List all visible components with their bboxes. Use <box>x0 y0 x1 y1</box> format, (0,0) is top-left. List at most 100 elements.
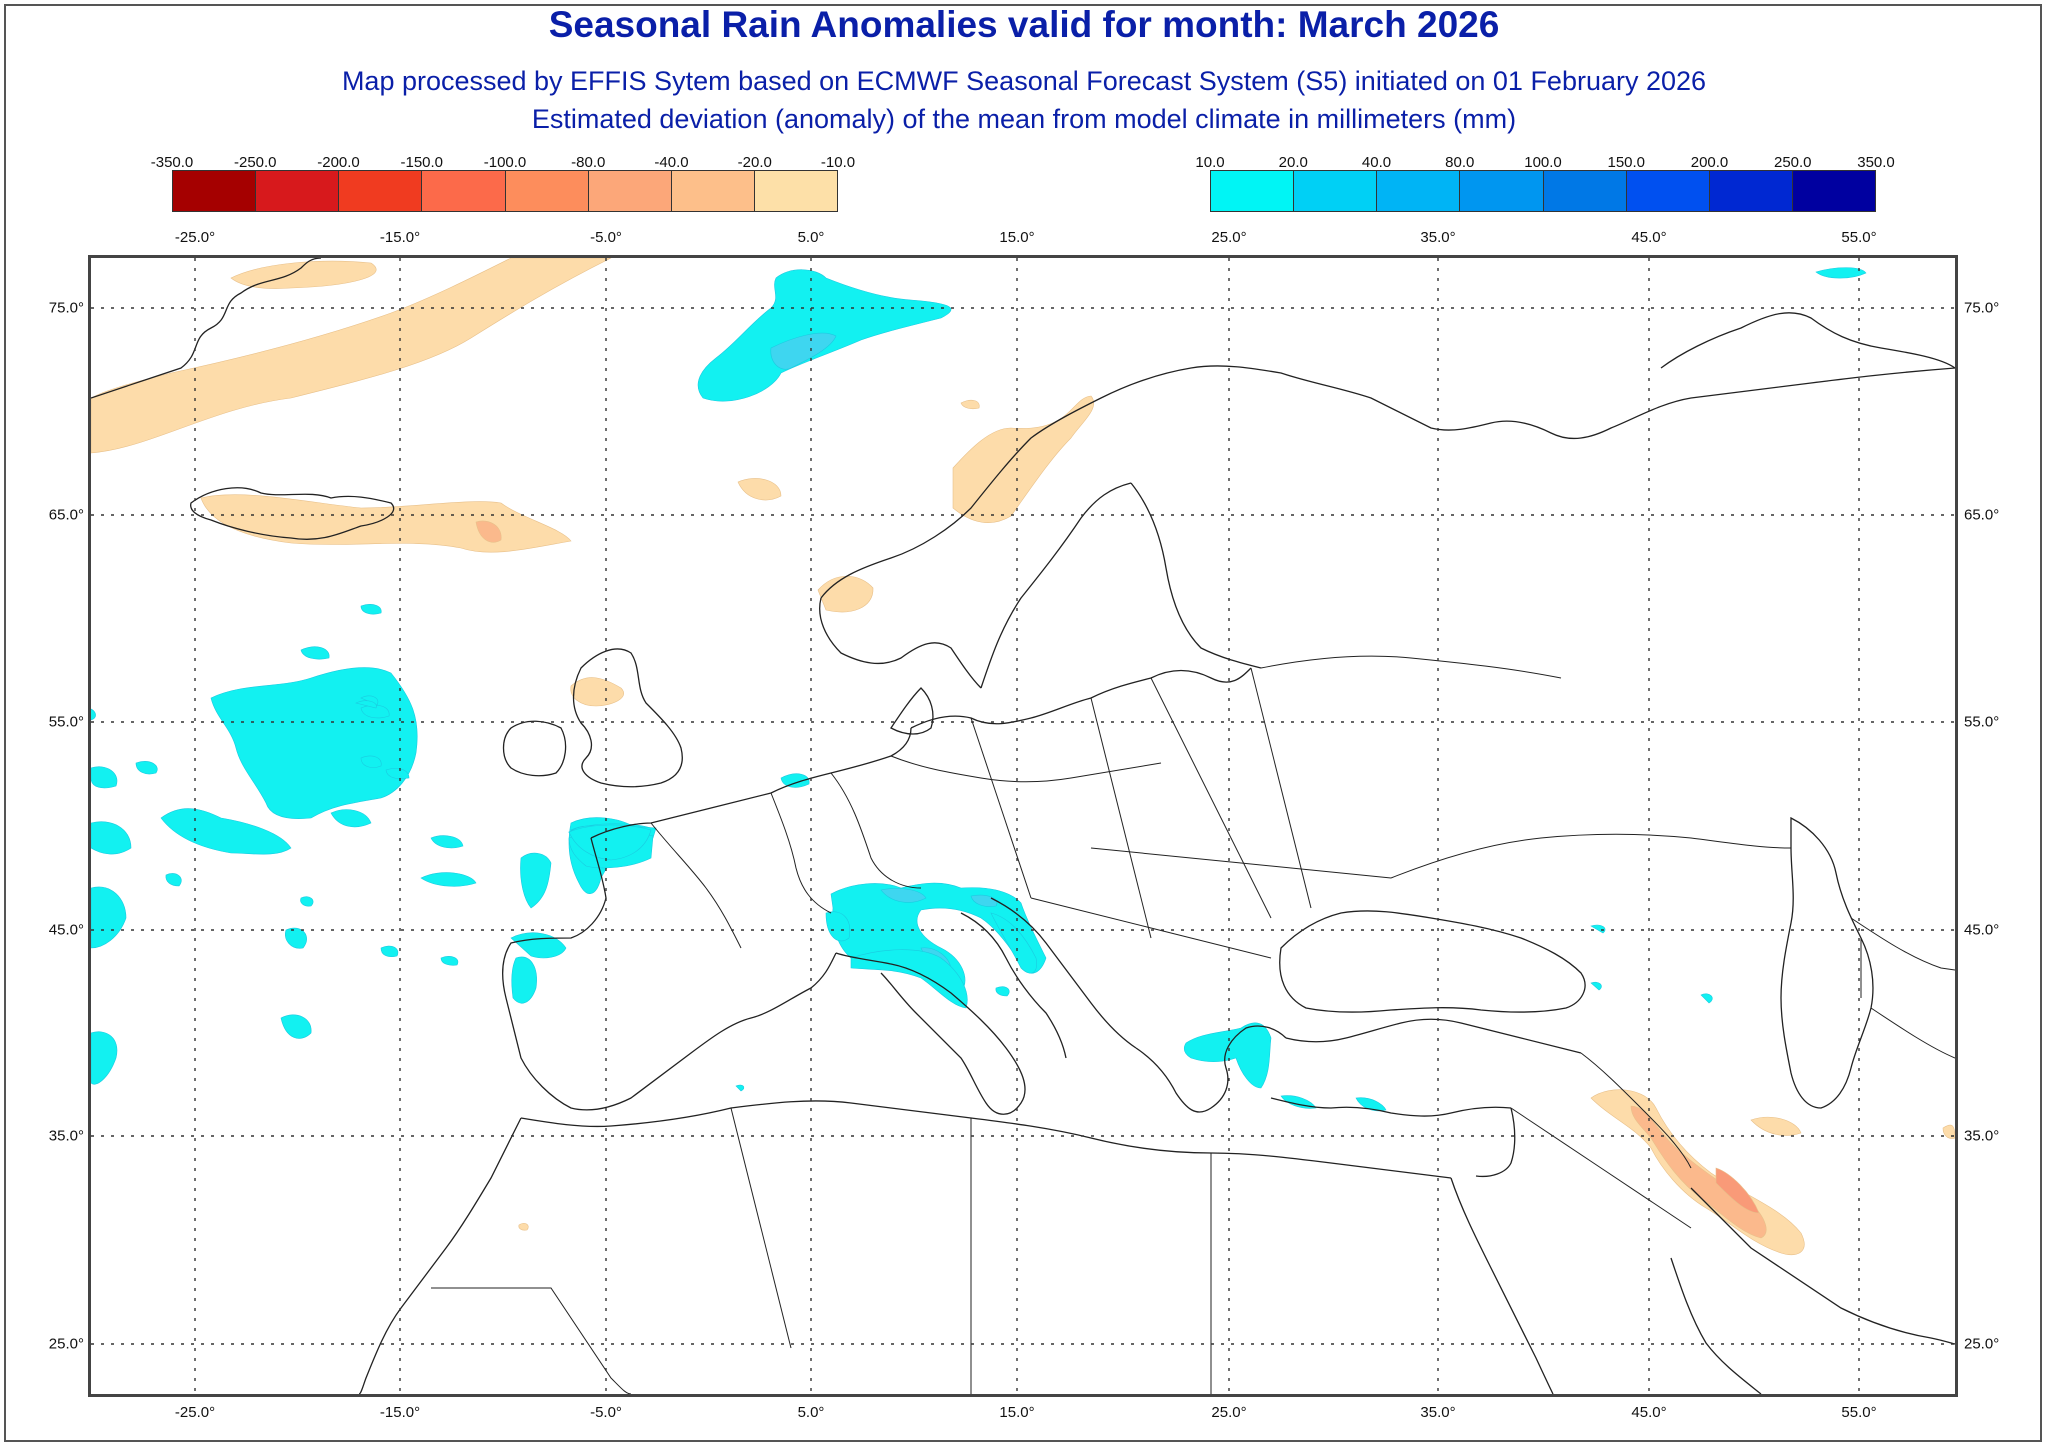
italy-east-coast <box>960 912 1067 1059</box>
scandinavia-coast <box>820 365 1955 599</box>
longitude-label: 15.0° <box>999 1404 1035 1421</box>
iraq-dry-core <box>1630 1105 1767 1239</box>
atlantic-wet-west-4 <box>135 761 158 775</box>
latitude-label: 25.0° <box>48 1335 84 1353</box>
longitude-label: 5.0° <box>797 1404 825 1421</box>
legend-negative-colorbar <box>172 170 838 212</box>
longitude-label: -25.0° <box>174 1404 216 1421</box>
legend-negative-label: -250.0 <box>233 154 277 171</box>
map-subtitle-units: Estimated deviation (anomaly) of the mea… <box>531 104 1517 134</box>
border-10 <box>1090 847 1392 879</box>
italy-coast <box>835 952 1026 1115</box>
atlantic-wet-blob-1 <box>330 809 372 828</box>
legend-positive-colorbar <box>1210 170 1876 212</box>
anatolia-wet-dot <box>1590 981 1602 991</box>
legend-negative-swatch <box>422 171 506 211</box>
longitude-label: 45.0° <box>1631 1404 1667 1421</box>
atlantic-wet-sw <box>280 1014 312 1039</box>
black-sea-coast <box>1279 910 1586 1013</box>
legend-negative-label: -40.0 <box>654 154 689 171</box>
portugal-wet <box>511 956 537 1004</box>
longitude-label: -15.0° <box>379 1404 421 1421</box>
legend-negative-label: -100.0 <box>483 154 527 171</box>
border-11 <box>1030 897 1272 959</box>
longitude-label: 55.0° <box>1841 1404 1877 1421</box>
atlantic-wet-blob-6 <box>91 708 96 721</box>
latitude-label: 55.0° <box>48 713 84 731</box>
ireland-coast <box>502 720 567 777</box>
wet-anomaly-areas <box>91 267 1867 1112</box>
border-6 <box>1090 697 1152 939</box>
country-borders <box>431 655 1955 1394</box>
longitude-label: -5.0° <box>590 229 622 246</box>
sweden-coast <box>980 482 1132 689</box>
anomaly-map <box>88 255 1958 1397</box>
adriatic-east-coast <box>990 897 1137 1049</box>
border-18 <box>431 1287 632 1394</box>
atlantic-wet-main <box>210 667 418 819</box>
greenland-dry-band <box>91 258 612 454</box>
atlantic-wet-west-3 <box>91 766 118 789</box>
legend-positive-swatch <box>1626 171 1710 211</box>
longitude-label: 35.0° <box>1420 229 1456 246</box>
longitude-label: -25.0° <box>174 229 216 246</box>
finland-coast <box>1130 482 1262 669</box>
legend-negative-swatch <box>505 171 589 211</box>
longitude-label: 55.0° <box>1841 229 1877 246</box>
legend-positive-swatch <box>1211 171 1295 211</box>
legend-negative-swatch <box>173 171 257 211</box>
longitude-label: 35.0° <box>1420 1404 1456 1421</box>
border-13 <box>1580 1052 1692 1169</box>
legend-positive-swatch <box>1543 171 1627 211</box>
latitude-label: 25.0° <box>1964 1335 2000 1353</box>
alps-wet-core-east <box>970 894 998 907</box>
alps-wet-core <box>880 888 927 903</box>
svalbard-coast <box>1660 312 1955 369</box>
border-7 <box>1150 677 1272 919</box>
border-2 <box>770 792 832 914</box>
turkey-south-coast <box>1270 1097 1512 1117</box>
italy-wet <box>850 949 968 1009</box>
atlantic-wet-sw3 <box>380 945 399 958</box>
latitude-label: 75.0° <box>1964 299 2000 317</box>
legend-positive-label: 150.0 <box>1607 154 1646 171</box>
greece-coast <box>1135 1025 1287 1113</box>
longitude-label: 25.0° <box>1211 229 1247 246</box>
longitude-label: 45.0° <box>1631 229 1667 246</box>
barents-wet-patch <box>1815 267 1867 279</box>
legend-positive-swatch <box>1460 171 1544 211</box>
tyrrhenian-dot <box>995 986 1010 997</box>
morocco-dry-dot <box>518 1223 529 1231</box>
legend-negative-swatch <box>256 171 340 211</box>
map-subtitle-source: Map processed by EFFIS Sytem based on EC… <box>341 66 1707 96</box>
iceland-coast <box>190 487 395 540</box>
figure-frame <box>4 4 2042 1442</box>
black-sea-wet <box>1590 924 1606 934</box>
legend-positive-swatch <box>1792 171 1875 211</box>
galicia-wet <box>510 932 567 959</box>
latitude-label: 55.0° <box>1964 713 2000 731</box>
iraq-dry-core-2 <box>1715 1167 1760 1214</box>
iberia-wet <box>520 852 552 909</box>
legend-negative-label: -80.0 <box>571 154 606 171</box>
border-14 <box>1510 1107 1692 1229</box>
legend-positive-label: 350.0 <box>1857 154 1895 171</box>
legend-negative-label: -150.0 <box>400 154 444 171</box>
latitude-label: 35.0° <box>48 1127 84 1145</box>
graticule <box>91 258 1955 1394</box>
legend-positive-swatch <box>1709 171 1793 211</box>
border-9 <box>1260 655 1562 679</box>
arabia-coast <box>1670 1257 1762 1394</box>
longitude-label: -15.0° <box>379 229 421 246</box>
denmark-coast <box>890 687 934 735</box>
norway-coast-dry <box>952 395 1094 523</box>
greenland-coast <box>91 258 322 399</box>
baltic-coast <box>910 667 1252 729</box>
border-3 <box>830 772 922 889</box>
latitude-label: 45.0° <box>48 921 84 939</box>
red-sea-coast <box>1450 1177 1554 1394</box>
legend-negative-swatch <box>671 171 755 211</box>
legend-positive-label: 80.0 <box>1445 154 1475 171</box>
legend-negative-swatch <box>754 171 837 211</box>
biscay-wet-blob <box>440 956 459 966</box>
